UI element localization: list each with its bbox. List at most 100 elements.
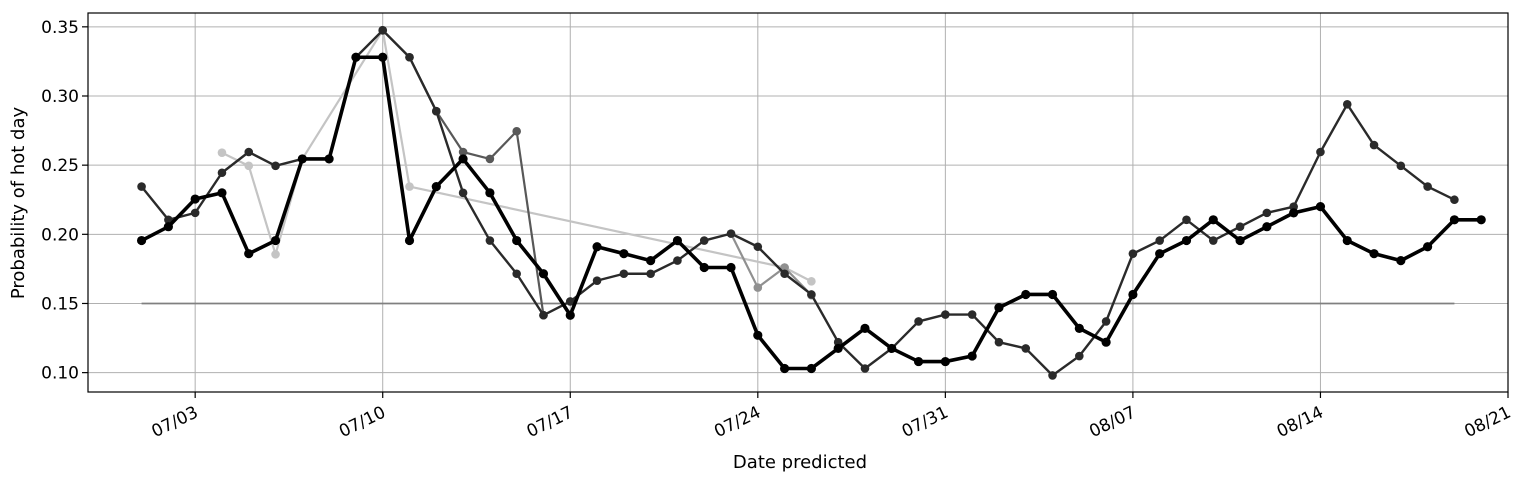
series-line — [139, 55, 1484, 371]
data-point — [485, 188, 495, 198]
data-point — [217, 188, 227, 198]
data-point — [404, 235, 415, 246]
data-point — [1449, 215, 1460, 225]
data-point — [780, 269, 789, 279]
data-point — [646, 255, 656, 266]
data-point — [539, 310, 548, 320]
data-point — [137, 182, 146, 191]
data-point — [699, 236, 709, 245]
data-point — [1182, 215, 1191, 225]
data-point — [1289, 202, 1298, 211]
data-point — [1289, 208, 1299, 218]
data-point — [1047, 289, 1058, 300]
data-point — [244, 249, 254, 259]
data-point — [190, 208, 200, 218]
data-point — [1101, 337, 1111, 347]
data-point — [431, 181, 441, 192]
data-point — [1342, 235, 1352, 246]
data-point — [592, 242, 602, 252]
data-point — [538, 269, 549, 279]
data-point — [565, 297, 575, 306]
data-point — [994, 337, 1004, 347]
data-point — [217, 168, 227, 178]
data-point — [1316, 147, 1325, 157]
data-point — [833, 337, 843, 347]
plot-frame — [87, 12, 1509, 393]
data-point — [994, 303, 1004, 313]
data-point — [1369, 249, 1379, 259]
data-point — [1423, 242, 1433, 252]
data-point — [271, 161, 280, 171]
data-point — [592, 276, 602, 285]
series-line — [140, 29, 1456, 377]
data-point — [860, 364, 870, 373]
data-point — [1342, 99, 1352, 109]
data-point — [699, 262, 709, 273]
x-tick-label: 07/17 — [524, 403, 577, 442]
x-tick-label: 08/14 — [1274, 403, 1327, 442]
data-point — [1423, 182, 1432, 191]
series-line — [729, 232, 813, 297]
data-point — [1235, 222, 1245, 232]
data-point — [1262, 208, 1272, 218]
data-point — [378, 25, 388, 35]
series-5 — [136, 52, 1486, 374]
data-point — [807, 277, 816, 286]
y-tick-label: 0.35 — [41, 18, 79, 38]
data-point — [512, 269, 521, 279]
series-line — [220, 29, 813, 283]
data-point — [378, 52, 388, 62]
x-axis: 07/03 07/10 07/17 07/24 07/31 08/07 08/14 08/21 — [149, 392, 1514, 442]
data-point — [512, 126, 521, 136]
data-point — [726, 229, 736, 238]
data-point — [1128, 289, 1138, 300]
data-point — [780, 263, 789, 272]
series-layer — [136, 25, 1486, 380]
y-axis-label: Probability of hot day — [8, 107, 29, 300]
data-point — [914, 317, 923, 326]
x-tick-label: 07/31 — [899, 403, 952, 442]
data-point — [565, 310, 575, 320]
series-4 — [137, 25, 1459, 380]
data-point — [1181, 235, 1192, 246]
data-point — [458, 154, 468, 164]
y-tick-label: 0.15 — [41, 294, 79, 314]
data-point — [753, 242, 763, 252]
data-point — [1208, 215, 1218, 225]
data-point — [887, 343, 897, 354]
data-point — [807, 290, 816, 299]
data-point — [967, 351, 977, 361]
data-point — [941, 310, 950, 319]
x-tick-label: 08/21 — [1461, 403, 1514, 442]
data-point — [324, 154, 334, 164]
data-point — [1235, 235, 1245, 246]
data-point — [726, 262, 736, 273]
x-tick-label: 08/07 — [1086, 403, 1139, 442]
data-point — [1021, 289, 1031, 300]
y-tick-label: 0.20 — [41, 225, 79, 245]
data-point — [405, 182, 414, 191]
y-axis: 0.10 0.15 0.20 0.25 0.30 0.35 — [41, 18, 88, 384]
data-point — [271, 250, 280, 259]
x-tick-label: 07/10 — [336, 403, 389, 442]
data-point — [1128, 249, 1138, 258]
data-point — [967, 310, 977, 319]
data-point — [485, 154, 495, 164]
data-point — [1048, 371, 1057, 380]
data-point — [1315, 202, 1326, 212]
data-point — [619, 249, 629, 259]
data-point — [1396, 255, 1406, 266]
data-point — [1450, 195, 1459, 205]
data-point — [405, 52, 414, 62]
data-point — [244, 161, 254, 171]
data-point — [780, 363, 790, 374]
data-point — [163, 222, 173, 232]
data-point — [806, 363, 817, 374]
data-point — [136, 235, 147, 246]
data-point — [860, 323, 870, 333]
y-tick-label: 0.30 — [41, 87, 79, 107]
data-point — [432, 106, 441, 116]
data-point — [1396, 161, 1406, 171]
data-point — [1101, 317, 1111, 326]
